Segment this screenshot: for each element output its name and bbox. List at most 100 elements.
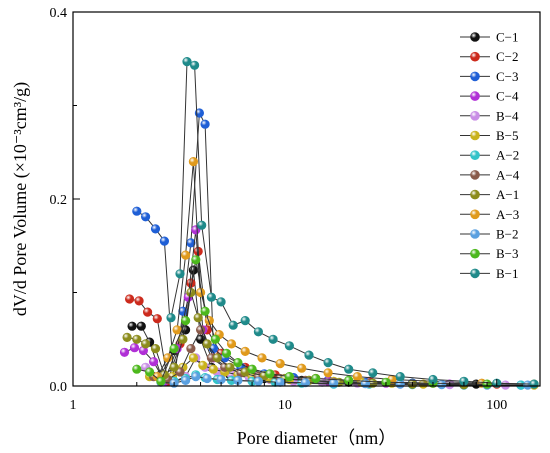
data-point <box>344 364 354 374</box>
legend-label: C−1 <box>496 30 519 45</box>
data-point <box>186 344 196 354</box>
data-point <box>196 287 206 298</box>
legend-label: A−2 <box>496 148 519 163</box>
data-point <box>304 350 314 360</box>
series-layer <box>119 56 539 390</box>
legend-item: B−2 <box>460 227 519 242</box>
legend-item: B−4 <box>460 108 519 123</box>
data-point <box>212 353 222 363</box>
data-point <box>127 321 137 331</box>
legend-label: B−5 <box>496 128 519 143</box>
data-point <box>188 157 198 167</box>
data-point <box>150 344 161 354</box>
legend-marker <box>470 248 480 259</box>
data-point <box>202 339 212 349</box>
data-point <box>233 358 243 368</box>
data-point <box>181 250 191 260</box>
series-C−4 <box>119 225 455 389</box>
data-point <box>221 348 232 358</box>
legend-label: A−1 <box>496 187 519 202</box>
data-point <box>181 375 191 386</box>
legend-item: C−3 <box>460 69 519 84</box>
data-point <box>169 344 179 354</box>
x-tick-label: 1 <box>70 398 77 413</box>
legend-marker <box>470 189 480 200</box>
legend-item: B−5 <box>460 128 519 143</box>
data-point <box>437 380 447 390</box>
legend-item: B−3 <box>460 246 519 261</box>
y-tick-label: 0.4 <box>50 6 68 21</box>
legend-label: A−4 <box>496 167 520 182</box>
legend-label: A−3 <box>496 207 519 222</box>
data-point <box>166 313 176 323</box>
legend-marker <box>470 32 480 42</box>
legend-item: A−2 <box>460 148 519 163</box>
data-point <box>323 358 333 368</box>
series-line <box>136 259 488 385</box>
series-line <box>160 376 528 386</box>
legend-item: A−1 <box>460 187 519 202</box>
data-point <box>204 316 214 326</box>
y-axis-title: dV/d Pore Volume (×10⁻³cm³/g) <box>10 82 31 316</box>
legend-label: B−2 <box>496 227 519 242</box>
x-axis-title: Pore diameter（nm） <box>237 428 396 448</box>
data-point <box>132 334 142 344</box>
data-point <box>129 343 140 353</box>
data-point <box>149 357 159 367</box>
data-point <box>182 56 192 67</box>
data-point <box>191 372 201 382</box>
data-point <box>193 313 203 323</box>
data-point <box>122 332 132 343</box>
data-point <box>202 373 212 384</box>
legend-marker <box>470 71 480 82</box>
legend-item: C−2 <box>460 49 519 64</box>
data-point <box>152 314 162 324</box>
legend-marker <box>470 150 480 160</box>
data-point <box>284 341 295 351</box>
data-point <box>268 334 278 344</box>
legend-marker <box>470 91 480 101</box>
data-point <box>181 316 191 326</box>
legend-label: B−1 <box>496 266 519 281</box>
data-point <box>132 206 142 216</box>
legend-marker <box>470 268 480 279</box>
data-point <box>198 360 208 371</box>
data-point <box>210 334 220 344</box>
series-B−1 <box>166 56 539 389</box>
data-point <box>216 297 226 307</box>
data-point <box>226 339 237 349</box>
y-tick-label: 0.0 <box>50 380 68 395</box>
data-point <box>228 320 238 330</box>
series-A−3 <box>152 157 539 389</box>
series-line <box>170 60 535 385</box>
legend-item: C−1 <box>460 30 519 45</box>
y-tick-label: 0.2 <box>50 193 68 208</box>
data-point <box>136 321 146 331</box>
data-point <box>253 327 263 337</box>
data-point <box>240 346 250 357</box>
data-point <box>197 220 207 230</box>
data-point <box>257 353 267 363</box>
data-point <box>145 367 155 377</box>
x-tick-label: 100 <box>486 398 507 413</box>
legend-marker <box>470 229 480 239</box>
data-point <box>297 363 307 373</box>
data-point <box>225 362 235 372</box>
data-point <box>200 119 210 129</box>
data-point <box>190 60 200 70</box>
legend-label: C−4 <box>496 89 519 104</box>
data-point <box>200 306 210 316</box>
data-point <box>196 334 206 344</box>
data-point <box>208 364 218 374</box>
data-point <box>275 359 285 369</box>
legend-marker <box>470 130 480 141</box>
data-point <box>159 236 169 246</box>
data-point <box>150 224 161 234</box>
data-point <box>119 347 130 357</box>
data-point <box>141 339 151 349</box>
legend-marker <box>470 170 480 180</box>
data-point <box>191 255 201 265</box>
legend-label: C−2 <box>496 49 519 64</box>
data-point <box>284 372 295 382</box>
